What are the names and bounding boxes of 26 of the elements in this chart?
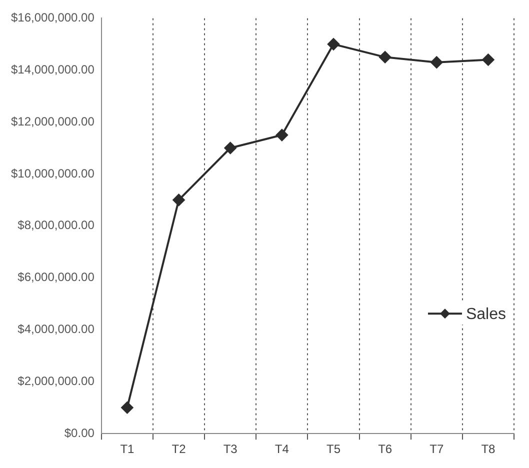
legend-label: Sales (466, 306, 506, 324)
point (121, 402, 134, 414)
point (224, 142, 236, 154)
x-tick-label: T6 (378, 442, 392, 456)
y-tick-label: $6,000,000.00 (18, 270, 95, 284)
x-tick-label: T8 (481, 442, 496, 456)
point (379, 51, 392, 64)
y-tick-label: $4,000,000.00 (18, 322, 95, 336)
point (172, 194, 185, 206)
point (276, 129, 288, 142)
point (430, 56, 443, 68)
point (482, 54, 494, 66)
y-tick-label: $10,000,000.00 (10, 166, 95, 180)
point (327, 38, 340, 50)
y-tick-label: $16,000,000.00 (10, 10, 95, 25)
x-tick-label: T5 (326, 442, 341, 456)
x-tick-label: T3 (223, 442, 238, 456)
x-tick-label: T1 (120, 442, 135, 456)
y-tick-label: $0.00 (64, 426, 95, 440)
y-tick-label: $2,000,000.00 (18, 374, 95, 388)
y-tick-label: $14,000,000.00 (10, 62, 95, 76)
x-tick-label: T4 (274, 442, 290, 456)
x-tick-label: T2 (172, 442, 186, 456)
y-tick-label: $8,000,000.00 (18, 218, 95, 232)
y-tick-label: $12,000,000.00 (10, 114, 95, 128)
x-tick-label: T7 (430, 442, 444, 456)
